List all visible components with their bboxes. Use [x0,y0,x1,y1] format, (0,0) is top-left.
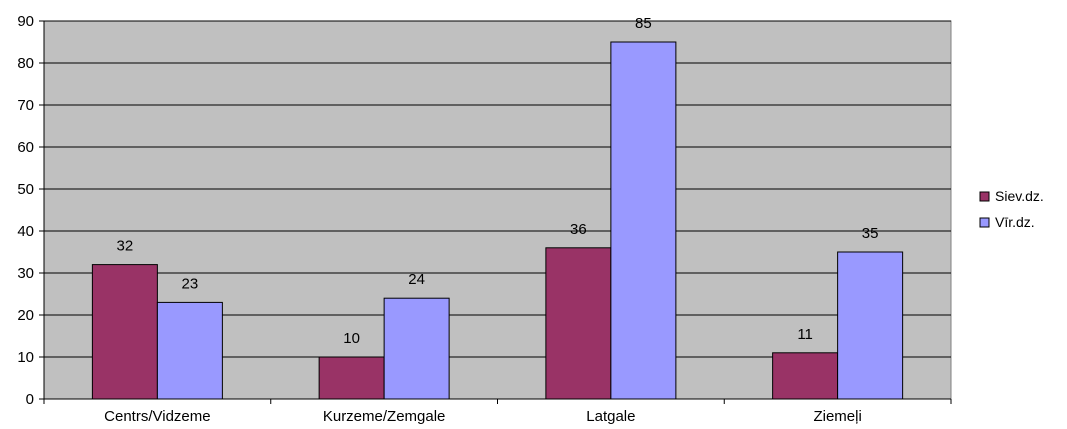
legend-swatch-1 [979,217,990,228]
y-tick-label-7: 70 [17,97,34,114]
legend-swatch-0 [979,191,990,202]
data-label-0-1: 10 [343,330,360,347]
data-labels: 32 23 10 24 36 85 11 35 [117,15,879,347]
data-label-0-2: 36 [570,221,587,238]
y-axis-ticks: 0 10 20 30 40 50 60 70 80 90 [17,13,44,408]
x-tick-label-0: Centrs/Vidzeme [104,408,210,425]
y-tick-label-0: 0 [26,391,34,408]
data-label-1-3: 35 [862,225,879,242]
y-tick-label-1: 10 [17,349,34,366]
data-label-1-0: 23 [182,275,199,292]
bar-0-1 [318,356,385,400]
bar-1-2 [610,41,677,400]
data-label-1-2: 85 [635,15,652,32]
bar-0-3 [772,352,839,400]
y-tick-label-4: 40 [17,223,34,240]
bar-0-0 [91,264,158,400]
legend-label-0: Siev.dz. [995,188,1044,204]
y-tick-label-6: 60 [17,139,34,156]
y-tick-label-8: 80 [17,55,34,72]
y-tick-label-3: 30 [17,265,34,282]
bar-1-0 [156,301,223,400]
data-label-1-1: 24 [408,271,425,288]
data-label-0-0: 32 [117,238,134,255]
data-label-0-3: 11 [797,326,813,343]
y-tick-label-9: 90 [17,13,34,30]
bar-0-2 [545,247,612,400]
y-tick-label-5: 50 [17,181,34,198]
x-tick-label-1: Kurzeme/Zemgale [323,408,446,425]
x-axis-ticks: Centrs/Vidzeme Kurzeme/Zemgale Latgale Ziem… [43,399,952,425]
x-tick-label-3: Ziemeļi [813,408,861,425]
y-tick-label-2: 20 [17,307,34,324]
x-tick-label-2: Latgale [586,408,635,425]
bars [91,41,904,400]
bar-1-1 [383,297,450,400]
bar-1-3 [837,251,904,400]
legend-label-1: Vīr.dz. [995,214,1035,230]
legend: Siev.dz. Vīr.dz. [979,188,1044,230]
